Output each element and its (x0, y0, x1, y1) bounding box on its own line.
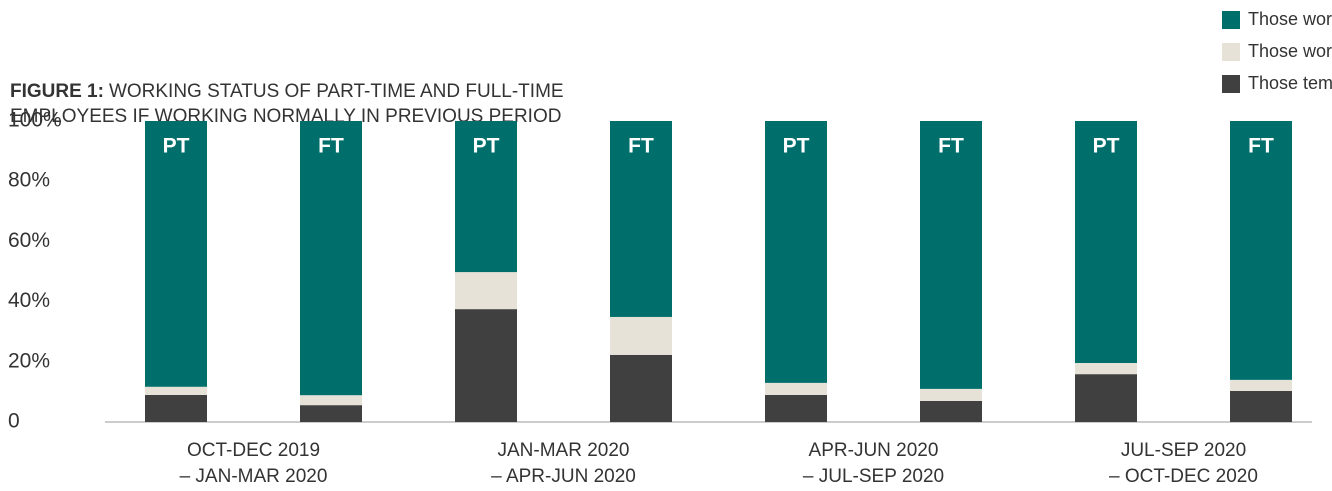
x-group-label: JUL-SEP 2020 (1121, 440, 1246, 461)
x-group-label: APR-JUN 2020 (809, 440, 939, 461)
x-group-label: – OCT-DEC 2020 (1109, 466, 1258, 487)
y-tick-label: 20% (8, 349, 50, 372)
bar-segment (1075, 121, 1137, 364)
bar-label: FT (938, 135, 964, 158)
y-tick-label: 0 (8, 410, 20, 433)
bar-label: FT (628, 135, 654, 158)
bar-label: PT (163, 135, 190, 158)
bar-segment (1230, 121, 1292, 380)
y-tick-label: 100% (8, 109, 62, 132)
legend-label: Those working reduced hours (1248, 41, 1332, 61)
bar-label: PT (783, 135, 810, 158)
bar-segment (1075, 374, 1137, 422)
bar-segment (1075, 363, 1137, 375)
bar-segment (610, 121, 672, 317)
bar-segment (610, 316, 672, 355)
legend-label: Those temporarily away from work (1248, 73, 1332, 93)
bar-segment (455, 309, 517, 422)
bar-segment (145, 386, 207, 395)
y-tick-label: 60% (8, 229, 50, 252)
bar-segment (145, 121, 207, 387)
bar-segment (300, 121, 362, 396)
legend-label: Those working normaly (1248, 9, 1332, 29)
bar-segment (145, 394, 207, 422)
bar-label: FT (1248, 135, 1274, 158)
bar-segment (765, 382, 827, 395)
y-tick-label: 40% (8, 289, 50, 312)
legend-swatch (1222, 43, 1240, 61)
bar-segment (300, 405, 362, 422)
chart-subtitle: WORKING STATUS OF PART-TIME AND FULL-TIM… (109, 81, 564, 102)
bar-segment (455, 272, 517, 310)
bar-label: PT (473, 135, 500, 158)
legend-swatch (1222, 11, 1240, 29)
x-group-label: JAN-MAR 2020 (498, 440, 630, 461)
bar-segment (1230, 379, 1292, 391)
x-group-label: – JUL-SEP 2020 (803, 466, 944, 487)
x-group-label: OCT-DEC 2019 (187, 440, 320, 461)
bar-segment (765, 394, 827, 422)
bar-segment (610, 354, 672, 422)
y-tick-label: 80% (8, 169, 50, 192)
x-group-label: – APR-JUN 2020 (491, 466, 636, 487)
bar-segment (920, 121, 982, 389)
bar-segment (455, 121, 517, 273)
bar-label: PT (1093, 135, 1120, 158)
bar-segment (1230, 390, 1292, 422)
bar-segment (300, 395, 362, 406)
legend-swatch (1222, 75, 1240, 93)
chart-title: FIGURE 1: (10, 81, 104, 102)
bar-segment (765, 121, 827, 383)
bar-segment (920, 388, 982, 401)
x-group-label: – JAN-MAR 2020 (180, 466, 328, 487)
bar-label: FT (318, 135, 344, 158)
bar-segment (920, 400, 982, 422)
